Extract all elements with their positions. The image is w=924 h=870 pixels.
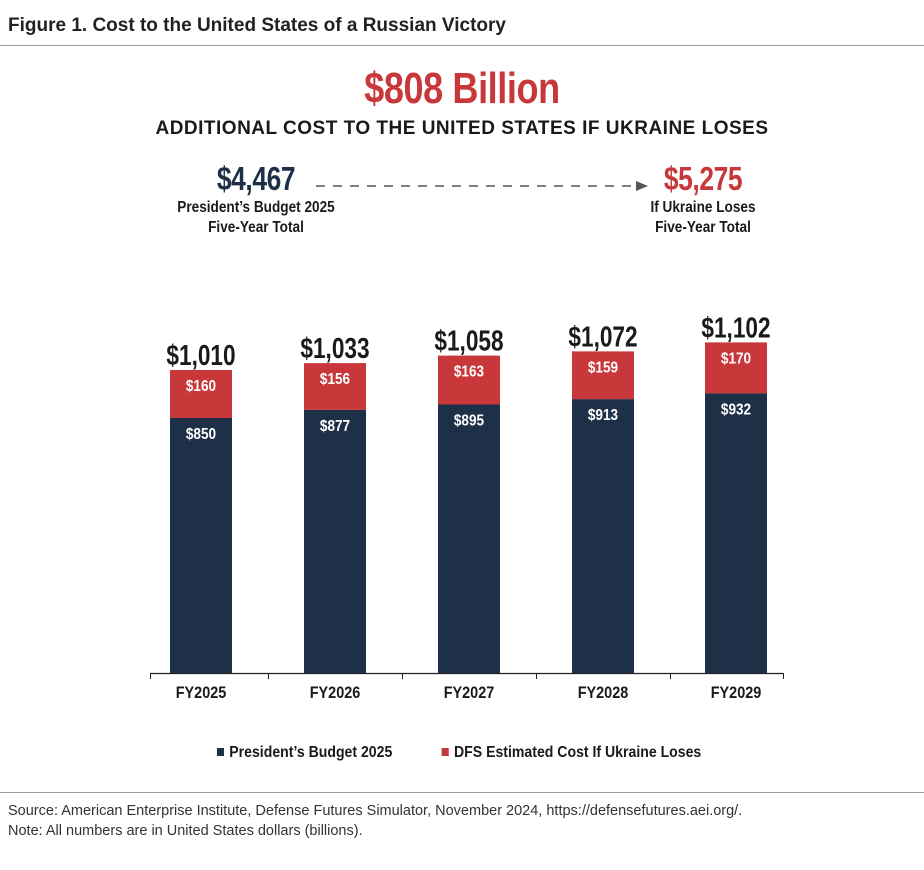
segment-label-added-fy2029: $170	[721, 350, 751, 367]
bar-segment-added-fy2026	[304, 363, 366, 410]
segment-label-base-fy2027: $895	[454, 413, 484, 430]
category-label-fy2028: FY2028	[578, 684, 629, 702]
legend-swatch-base	[216, 747, 224, 756]
total-label-fy2025: $1,010	[166, 338, 235, 371]
left-total-label-1: President’s Budget 2025	[177, 199, 335, 216]
headline: $808 Billion	[364, 64, 560, 113]
segment-label-base-fy2029: $932	[721, 401, 751, 418]
legend: President’s Budget 2025 DFS Estimated Co…	[0, 744, 924, 762]
segment-label-added-fy2026: $156	[320, 371, 350, 388]
segment-label-added-fy2028: $159	[588, 359, 618, 376]
bar-segment-base-fy2027	[438, 404, 500, 673]
category-label-fy2026: FY2026	[310, 684, 361, 702]
segment-label-base-fy2026: $877	[320, 418, 350, 435]
legend-item-base: President’s Budget 2025	[216, 744, 392, 762]
total-label-fy2028: $1,072	[568, 320, 637, 353]
category-label-fy2027: FY2027	[444, 684, 495, 702]
total-label-fy2026: $1,033	[300, 331, 369, 364]
subheadline: ADDITIONAL COST TO THE UNITED STATES IF …	[155, 118, 769, 139]
stacked-bar-chart: $850 $160 $1,010 FY2025 $877 $156 $1,033 FY2026…	[150, 311, 784, 702]
category-label-fy2029: FY2029	[711, 684, 762, 702]
segment-label-added-fy2025: $160	[186, 378, 216, 395]
bar-segment-added-fy2025	[170, 370, 232, 418]
legend-swatch-added	[442, 747, 450, 756]
figure-title: Figure 1. Cost to the United States of a…	[8, 15, 506, 36]
legend-label-added: DFS Estimated Cost If Ukraine Loses	[454, 744, 702, 761]
bar-segment-base-fy2025	[170, 418, 232, 673]
legend-label-base: President’s Budget 2025	[228, 744, 392, 761]
left-total-amount: $4,467	[216, 160, 296, 197]
right-total: $5,275 If Ukraine Loses Five-Year Total	[603, 160, 803, 238]
segment-label-base-fy2025: $850	[186, 426, 216, 443]
right-total-amount: $5,275	[663, 160, 743, 197]
bottom-divider	[0, 792, 924, 793]
bar-segment-base-fy2028	[572, 399, 634, 673]
source-line: Source: American Enterprise Institute, D…	[8, 803, 743, 819]
bar-segment-base-fy2029	[705, 393, 767, 673]
segment-label-added-fy2027: $163	[454, 364, 484, 381]
right-total-label-2: Five-Year Total	[655, 219, 751, 236]
bar-segment-added-fy2027	[438, 355, 500, 405]
top-divider	[0, 45, 924, 46]
segment-label-base-fy2028: $913	[588, 407, 618, 424]
dashed-arrow-icon	[316, 181, 648, 191]
source-notes: Source: American Enterprise Institute, D…	[8, 801, 742, 841]
bar-segment-base-fy2026	[304, 409, 366, 673]
bar-segment-added-fy2029	[705, 342, 767, 394]
total-label-fy2029: $1,102	[701, 311, 770, 344]
legend-item-added: DFS Estimated Cost If Ukraine Loses	[442, 744, 702, 762]
left-total: $4,467 President’s Budget 2025 Five-Year…	[156, 160, 356, 238]
bar-segment-added-fy2028	[572, 351, 634, 400]
right-total-label-1: If Ukraine Loses	[650, 199, 756, 216]
note-line: Note: All numbers are in United States d…	[8, 823, 363, 839]
total-label-fy2027: $1,058	[434, 324, 503, 357]
category-label-fy2025: FY2025	[176, 684, 227, 702]
left-total-label-2: Five-Year Total	[208, 219, 304, 236]
